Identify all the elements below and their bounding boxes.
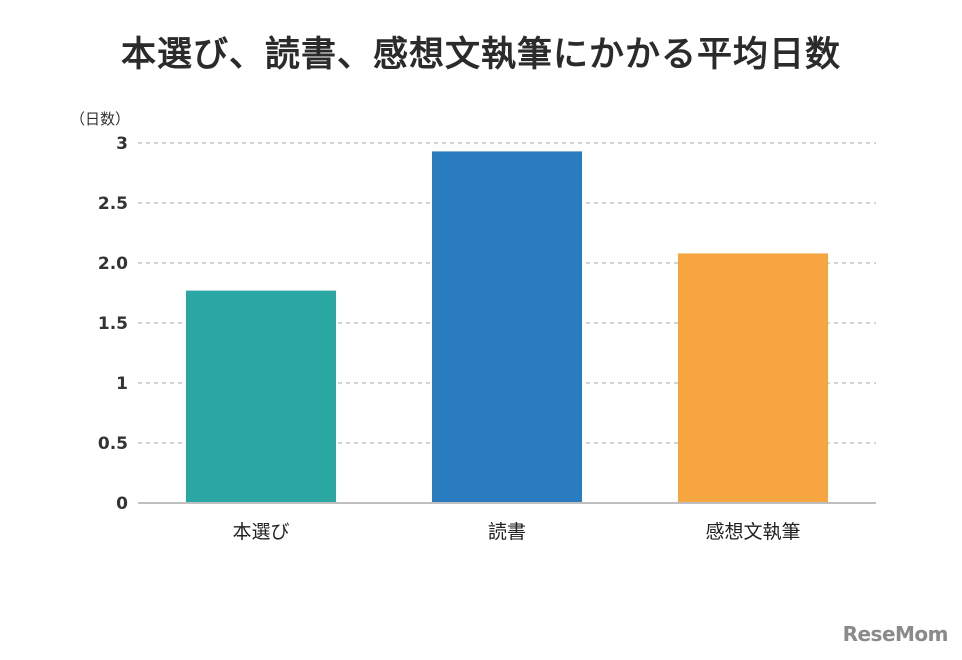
bars (186, 151, 828, 503)
bar-2 (432, 151, 582, 503)
y-tick-label: 2.0 (98, 254, 128, 274)
y-tick-label: 1.5 (98, 314, 128, 334)
x-tick-label: 読書 (488, 521, 526, 543)
resemom-logo: ReseMom (842, 622, 949, 646)
y-tick-labels: 0 0.5 1 1.5 2.0 2.5 3 (98, 134, 128, 514)
y-axis-unit-label: （日数） (70, 110, 131, 128)
y-tick-label: 3 (116, 134, 128, 154)
y-tick-label: 1 (116, 374, 128, 394)
bar-3 (678, 253, 828, 503)
y-tick-label: 0 (116, 494, 128, 514)
bar-1 (186, 290, 336, 503)
x-tick-labels: 本選び 読書 感想文執筆 (232, 521, 800, 543)
chart-title: 本選び、読書、感想文執筆にかかる平均日数 (120, 35, 841, 75)
y-tick-label: 0.5 (98, 434, 128, 454)
x-tick-label: 本選び (232, 521, 289, 543)
x-tick-label: 感想文執筆 (705, 521, 800, 543)
y-tick-label: 2.5 (98, 194, 128, 214)
